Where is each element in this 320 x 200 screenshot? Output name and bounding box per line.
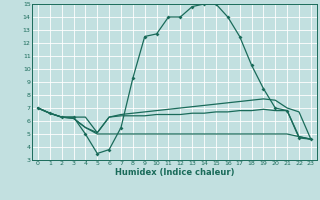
X-axis label: Humidex (Indice chaleur): Humidex (Indice chaleur) — [115, 168, 234, 177]
